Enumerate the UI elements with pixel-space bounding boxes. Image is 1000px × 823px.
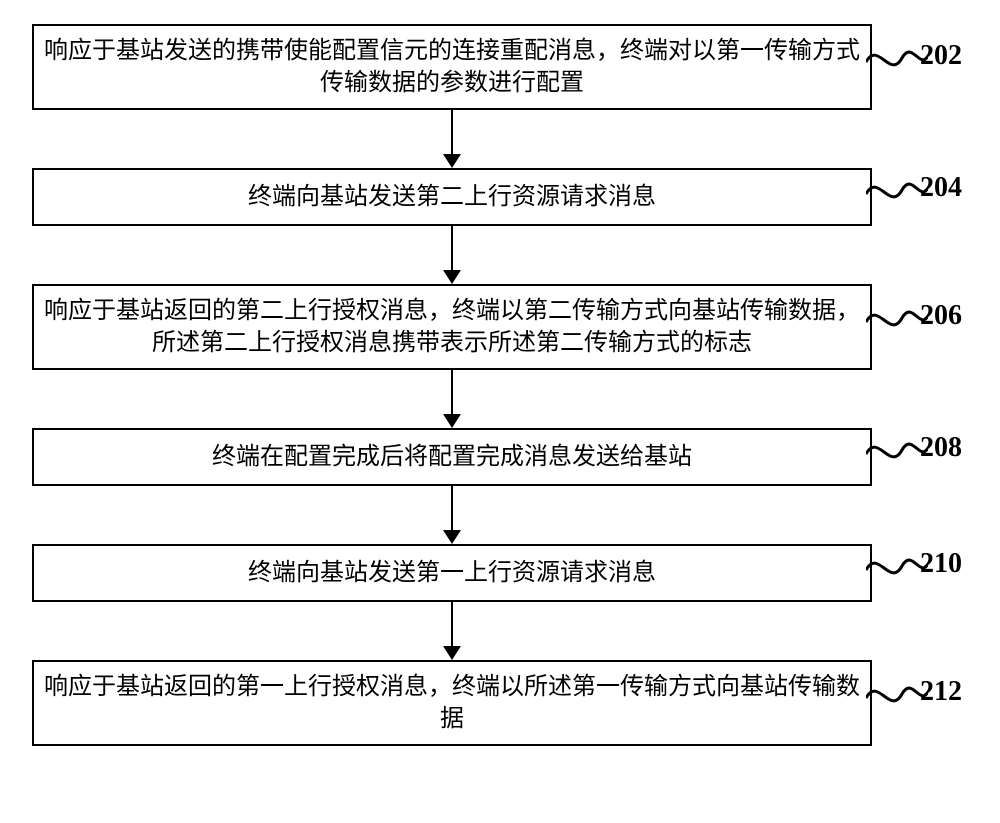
arrow-208-210 xyxy=(443,486,461,544)
step-text: 终端在配置完成后将配置完成消息发送给基站 xyxy=(212,441,692,473)
arrow-206-208 xyxy=(443,370,461,428)
arrow-210-212 xyxy=(443,602,461,660)
step-box-210: 终端向基站发送第一上行资源请求消息 xyxy=(32,544,872,602)
step-id: 208 xyxy=(920,432,962,463)
step-id: 202 xyxy=(920,40,962,71)
step-label-212: 212 xyxy=(920,676,962,708)
step-id: 206 xyxy=(920,300,962,331)
step-text: 终端向基站发送第一上行资源请求消息 xyxy=(248,557,656,589)
arrow-202-204 xyxy=(443,110,461,168)
step-label-206: 206 xyxy=(920,300,962,332)
step-label-204: 204 xyxy=(920,172,962,204)
tilde-connector-202 xyxy=(866,36,928,84)
step-label-202: 202 xyxy=(920,40,962,72)
step-text: 响应于基站发送的携带使能配置信元的连接重配消息，终端对以第一传输方式传输数据的参… xyxy=(44,35,860,100)
step-id: 204 xyxy=(920,172,962,203)
step-box-212: 响应于基站返回的第一上行授权消息，终端以所述第一传输方式向基站传输数据 xyxy=(32,660,872,746)
step-label-208: 208 xyxy=(920,432,962,464)
step-box-202: 响应于基站发送的携带使能配置信元的连接重配消息，终端对以第一传输方式传输数据的参… xyxy=(32,24,872,110)
step-box-208: 终端在配置完成后将配置完成消息发送给基站 xyxy=(32,428,872,486)
tilde-connector-210 xyxy=(866,544,928,592)
step-box-204: 终端向基站发送第二上行资源请求消息 xyxy=(32,168,872,226)
step-text: 响应于基站返回的第二上行授权消息，终端以第二传输方式向基站传输数据，所述第二上行… xyxy=(44,295,860,360)
tilde-connector-206 xyxy=(866,296,928,344)
step-label-210: 210 xyxy=(920,548,962,580)
step-text: 终端向基站发送第二上行资源请求消息 xyxy=(248,181,656,213)
tilde-connector-204 xyxy=(866,168,928,216)
step-text: 响应于基站返回的第一上行授权消息，终端以所述第一传输方式向基站传输数据 xyxy=(44,671,860,736)
step-box-206: 响应于基站返回的第二上行授权消息，终端以第二传输方式向基站传输数据，所述第二上行… xyxy=(32,284,872,370)
step-id: 212 xyxy=(920,676,962,707)
tilde-connector-212 xyxy=(866,672,928,720)
arrow-204-206 xyxy=(443,226,461,284)
step-id: 210 xyxy=(920,548,962,579)
flowchart-canvas: 响应于基站发送的携带使能配置信元的连接重配消息，终端对以第一传输方式传输数据的参… xyxy=(0,0,1000,823)
tilde-connector-208 xyxy=(866,428,928,476)
